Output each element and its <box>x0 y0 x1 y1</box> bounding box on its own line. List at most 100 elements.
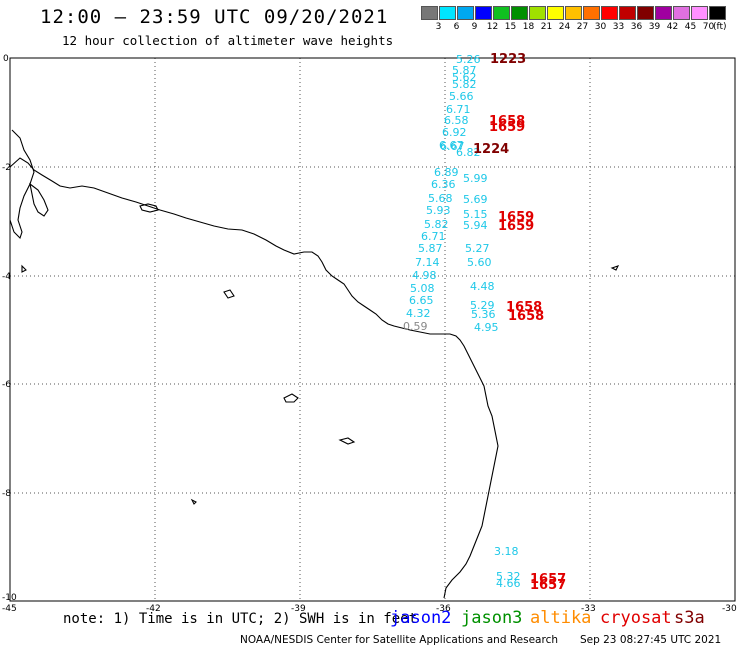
pass-time-label: 1659 <box>489 120 525 135</box>
wave-height-value: 6.82 <box>456 146 481 159</box>
wave-height-value: 5.32 <box>496 570 521 583</box>
x-tick: -42 <box>146 604 161 614</box>
wave-height-value: 6.71 <box>446 103 471 116</box>
map-frame <box>9 57 736 602</box>
scale-swatch <box>637 6 654 20</box>
wave-height-value: 5.69 <box>463 193 488 206</box>
generated-timestamp: Sep 23 08:27:45 UTC 2021 <box>580 634 722 646</box>
y-tick: -2 <box>2 163 11 173</box>
scale-label: 3 <box>435 22 442 32</box>
scale-swatch <box>457 6 474 20</box>
wave-height-value: 4.32 <box>406 307 431 320</box>
x-tick: -30 <box>722 604 737 614</box>
satellite-jason3-label: jason3 <box>461 608 523 628</box>
wave-height-labels: 5.265.875.625.825.666.716.586.926.676.82… <box>403 53 521 590</box>
x-axis-ticks: -45 -42 -39 -36 -33 -30 <box>2 604 737 614</box>
credit-line: NOAA/NESDIS Center for Satellite Applica… <box>240 634 558 646</box>
pass-time-label: 1659 <box>498 219 534 234</box>
x-tick: -36 <box>436 604 451 614</box>
map-title: 12:00 – 23:59 UTC 09/20/2021 <box>40 6 389 28</box>
scale-unit: (ft) <box>713 22 727 32</box>
x-tick: -45 <box>2 604 17 614</box>
scale-swatch <box>475 6 492 20</box>
scale-swatch <box>619 6 636 20</box>
scale-swatch <box>565 6 582 20</box>
wave-height-value: 5.26 <box>456 53 481 66</box>
scale-label: 27 <box>576 22 589 32</box>
wave-height-value: 5.93 <box>426 204 451 217</box>
wave-height-value: 5.87 <box>418 242 443 255</box>
wave-height-value: 6.71 <box>421 230 446 243</box>
wave-height-value: 5.62 <box>452 71 477 84</box>
wave-height-value: 6.36 <box>431 178 456 191</box>
scale-swatch <box>511 6 528 20</box>
wave-height-value: 5.82 <box>452 78 477 91</box>
pass-time-label: 1223 <box>490 52 526 67</box>
scale-label: 33 <box>612 22 625 32</box>
wave-height-value: 6.58 <box>444 114 469 127</box>
y-tick: 0 <box>3 54 9 64</box>
scale-swatch <box>547 6 564 20</box>
scale-swatch <box>673 6 690 20</box>
wave-height-value: 5.68 <box>428 192 453 205</box>
wave-height-value: 5.66 <box>449 90 474 103</box>
pass-time-label: 1658 <box>489 114 525 129</box>
wave-height-value: 4.98 <box>412 269 437 282</box>
wave-height-value: 7.14 <box>415 256 440 269</box>
scale-label: 9 <box>471 22 478 32</box>
wave-height-value: 6.67 <box>439 139 464 152</box>
wave-height-value: 4.48 <box>470 280 495 293</box>
units-note: note: 1) Time is in UTC; 2) SWH is in fe… <box>63 611 418 627</box>
scale-swatch <box>529 6 546 20</box>
map-subtitle: 12 hour collection of altimeter wave hei… <box>62 33 394 48</box>
pass-time-label: 1224 <box>473 142 509 157</box>
wave-height-value: 0.59 <box>403 320 428 333</box>
wave-height-value: 5.29 <box>470 299 495 312</box>
wave-height-value: 5.87 <box>452 64 477 77</box>
wave-height-value: 5.99 <box>463 172 488 185</box>
scale-label: 12 <box>486 22 499 32</box>
scale-swatch <box>421 6 438 20</box>
wave-height-value: 6.89 <box>434 166 459 179</box>
scale-label: 21 <box>540 22 553 32</box>
wave-height-value: 5.15 <box>463 208 488 221</box>
scale-swatch <box>691 6 708 20</box>
wave-height-value: 6.65 <box>409 294 434 307</box>
y-tick: -10 <box>2 593 17 603</box>
satellite-s3a-label: s3a <box>674 608 705 628</box>
scale-swatch <box>439 6 456 20</box>
scale-swatch <box>583 6 600 20</box>
y-tick: -8 <box>2 489 11 499</box>
scale-swatch <box>601 6 618 20</box>
satellite-jason2-label: jason2 <box>390 608 452 628</box>
wave-height-value: 6.92 <box>442 126 467 139</box>
wave-height-value: 4.66 <box>496 577 521 590</box>
wave-height-value: 3.18 <box>494 545 519 558</box>
y-tick: -6 <box>2 380 11 390</box>
y-tick: -4 <box>2 272 11 282</box>
scale-label: 6 <box>453 22 460 32</box>
scale-label: 24 <box>558 22 571 32</box>
x-tick: -39 <box>291 604 306 614</box>
x-tick: -33 <box>581 604 596 614</box>
wave-height-value: 4.95 <box>474 321 499 334</box>
scale-label: 42 <box>666 22 679 32</box>
pass-time-label: 1657 <box>530 578 566 593</box>
wave-height-value: 5.08 <box>410 282 435 295</box>
satellite-cryosat-label: cryosat <box>600 608 672 628</box>
wave-height-value: 5.60 <box>467 256 492 269</box>
map-grid <box>10 57 735 601</box>
wave-height-value: 5.94 <box>463 219 488 232</box>
wave-height-value: 5.82 <box>424 218 449 231</box>
scale-label: 39 <box>648 22 661 32</box>
pass-time-label: 1658 <box>506 300 542 315</box>
scale-label: 45 <box>684 22 697 32</box>
wave-height-value: 5.27 <box>465 242 490 255</box>
wave-height-value: 6.67 <box>440 140 465 153</box>
scale-swatch <box>655 6 672 20</box>
scale-label: 70 <box>702 22 715 32</box>
scale-label: 36 <box>630 22 643 32</box>
pass-time-label: 1657 <box>530 572 566 587</box>
